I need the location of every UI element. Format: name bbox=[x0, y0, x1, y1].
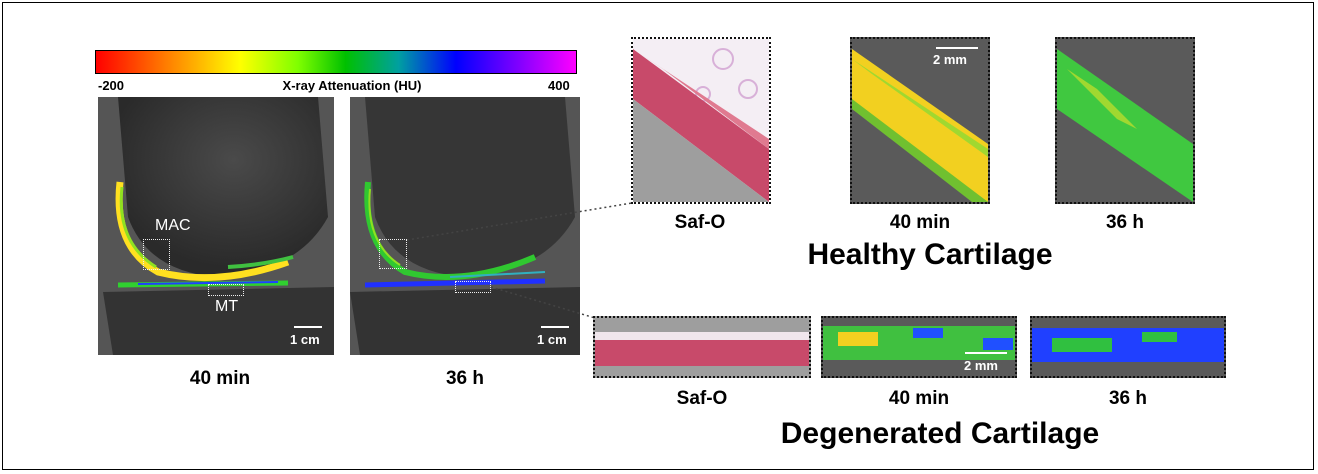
healthy-36h-panel bbox=[1055, 37, 1195, 204]
degenerated-caption-safo: Saf-O bbox=[676, 388, 728, 409]
scalebar-label: 1 cm bbox=[537, 332, 567, 347]
colorbar-max-label: 400 bbox=[548, 78, 570, 93]
colorbar-min-label: -200 bbox=[98, 78, 125, 93]
roi-box-36h-healthy bbox=[379, 239, 407, 269]
degenerated-caption-36h: 36 h bbox=[1108, 388, 1148, 409]
roi-box-mt bbox=[208, 284, 244, 296]
degenerated-heading: Degenerated Cartilage bbox=[780, 417, 1100, 450]
scalebar-line bbox=[294, 326, 322, 328]
ct-caption-40min: 40 min bbox=[189, 368, 251, 389]
scalebar-label: 2 mm bbox=[964, 358, 998, 373]
ct-caption-36h: 36 h bbox=[445, 368, 485, 389]
healthy-40min-panel bbox=[850, 37, 990, 204]
colorbar bbox=[95, 50, 577, 74]
scalebar-line bbox=[541, 326, 569, 328]
healthy-caption-36h: 36 h bbox=[1105, 212, 1145, 233]
healthy-heading: Healthy Cartilage bbox=[807, 238, 1053, 271]
scalebar-line bbox=[936, 47, 978, 49]
scalebar-label: 2 mm bbox=[933, 52, 967, 67]
degenerated-safo-panel bbox=[593, 316, 811, 378]
healthy-caption-safo: Saf-O bbox=[674, 212, 726, 233]
roi-box-mac bbox=[143, 239, 170, 270]
healthy-safo-panel bbox=[631, 37, 771, 204]
colorbar-title: X-ray Attenuation (HU) bbox=[282, 78, 422, 93]
roi-label-mac: MAC bbox=[155, 217, 191, 234]
roi-label-mt: MT bbox=[215, 298, 239, 315]
ct-image-40min bbox=[98, 97, 334, 355]
ct-image-36h bbox=[350, 97, 580, 355]
healthy-caption-40min: 40 min bbox=[889, 212, 951, 233]
roi-box-36h-degenerated bbox=[455, 281, 491, 293]
degenerated-36h-panel bbox=[1030, 316, 1226, 378]
scalebar-label: 1 cm bbox=[290, 332, 320, 347]
scalebar-line bbox=[965, 352, 1007, 354]
degenerated-40min-panel bbox=[821, 316, 1017, 378]
degenerated-caption-40min: 40 min bbox=[888, 388, 950, 409]
